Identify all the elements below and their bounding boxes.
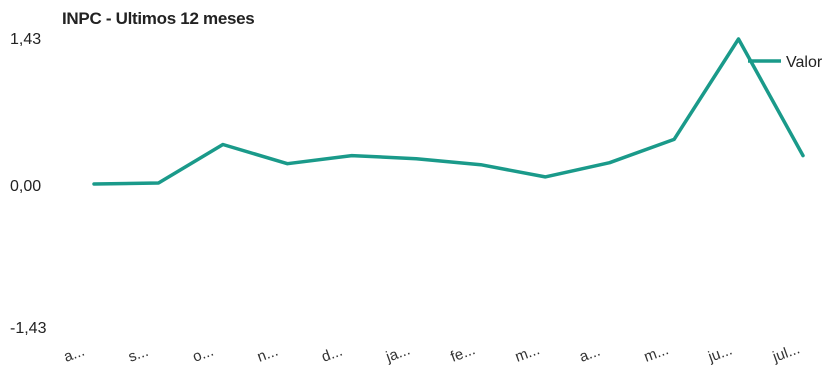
x-tick-label-10: m... xyxy=(642,341,671,366)
data-points xyxy=(92,37,805,186)
data-point-2[interactable] xyxy=(157,181,161,185)
x-tick-label-11: ju... xyxy=(705,342,734,367)
x-tick-label-5: d... xyxy=(319,343,344,366)
y-axis-ticks: 1,43 0,00 -1,43 xyxy=(10,31,47,337)
y-tick-label-min: -1,43 xyxy=(10,320,47,337)
chart-title: INPC - Ultimos 12 meses xyxy=(62,9,254,28)
data-point-8[interactable] xyxy=(543,175,547,179)
x-tick-label-6: ja... xyxy=(383,342,412,367)
x-tick-label-7: fe... xyxy=(448,341,477,366)
data-point-6[interactable] xyxy=(414,157,418,161)
x-tick-label-8: m... xyxy=(513,341,542,366)
y-tick-label-max: 1,43 xyxy=(10,31,41,48)
data-point-7[interactable] xyxy=(479,163,483,167)
x-tick-label-12: jul... xyxy=(770,340,803,366)
x-axis-ticks: a... s... o... n... d... ja... fe... m... a... m.… xyxy=(62,340,803,366)
x-tick-label-3: o... xyxy=(190,343,215,366)
series-layer xyxy=(92,37,805,186)
y-tick-label-zero: 0,00 xyxy=(10,178,41,195)
x-tick-label-4: n... xyxy=(255,343,280,366)
data-point-11[interactable] xyxy=(737,37,741,41)
data-point-10[interactable] xyxy=(672,137,676,141)
data-point-3[interactable] xyxy=(221,143,225,147)
data-point-5[interactable] xyxy=(350,154,354,158)
data-point-9[interactable] xyxy=(608,161,612,165)
data-point-4[interactable] xyxy=(285,162,289,166)
x-tick-label-2: s... xyxy=(126,343,151,366)
x-tick-label-1: a... xyxy=(62,343,87,366)
data-point-1[interactable] xyxy=(92,182,96,186)
legend-label-valor: Valor xyxy=(786,54,823,71)
x-tick-label-9: a... xyxy=(577,343,602,366)
legend[interactable]: Valor xyxy=(748,54,823,71)
data-point-12[interactable] xyxy=(801,154,805,158)
series-line-valor[interactable] xyxy=(92,37,805,186)
